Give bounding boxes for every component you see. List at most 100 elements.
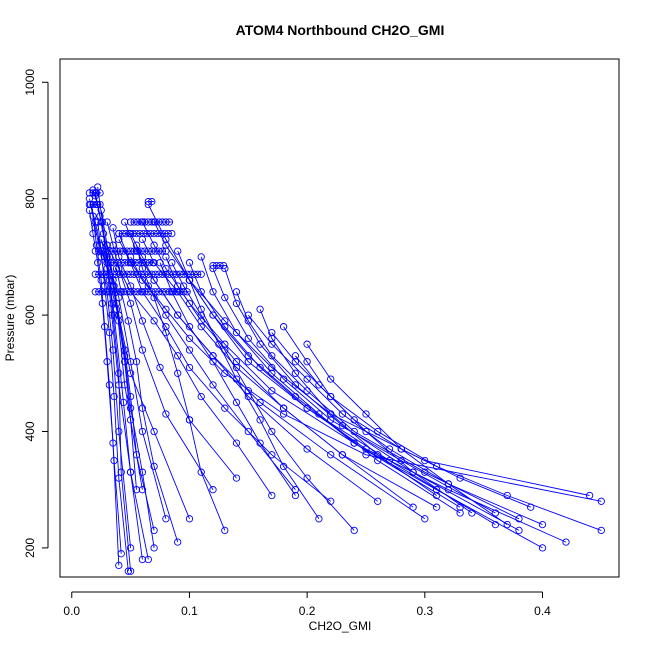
profile-series bbox=[89, 212, 125, 558]
data-point bbox=[256, 398, 264, 407]
data-point bbox=[98, 288, 107, 296]
data-point bbox=[197, 317, 205, 325]
level-run bbox=[85, 189, 104, 197]
data-point bbox=[421, 515, 429, 523]
data-point bbox=[122, 229, 130, 238]
data-point bbox=[132, 486, 141, 494]
level-run bbox=[85, 200, 104, 209]
data-point bbox=[89, 212, 97, 220]
data-point bbox=[291, 486, 300, 494]
data-point bbox=[123, 270, 131, 278]
data-point bbox=[141, 218, 149, 226]
data-point bbox=[126, 288, 135, 296]
data-point bbox=[105, 328, 114, 337]
data-point bbox=[597, 526, 605, 535]
data-point bbox=[244, 387, 252, 395]
data-point bbox=[268, 352, 276, 360]
data-point bbox=[185, 323, 194, 331]
data-point bbox=[141, 288, 149, 296]
data-point bbox=[197, 270, 205, 278]
data-point bbox=[144, 247, 152, 255]
data-point bbox=[527, 503, 535, 511]
data-point bbox=[197, 305, 205, 313]
data-point bbox=[125, 229, 134, 238]
data-point bbox=[123, 288, 131, 296]
data-point bbox=[96, 200, 104, 209]
data-point bbox=[256, 363, 264, 372]
data-point bbox=[190, 270, 198, 278]
profile-line bbox=[283, 326, 473, 514]
data-point bbox=[110, 456, 118, 465]
data-point bbox=[338, 410, 347, 418]
data-point bbox=[597, 497, 605, 505]
data-point bbox=[291, 369, 300, 377]
profile-series bbox=[185, 259, 570, 546]
data-point bbox=[126, 468, 135, 476]
data-point bbox=[303, 358, 311, 366]
data-point bbox=[138, 555, 147, 564]
profile-line bbox=[236, 291, 520, 520]
data-point bbox=[130, 288, 138, 296]
data-point bbox=[221, 526, 229, 535]
x-tick-label: 0.1 bbox=[181, 604, 198, 618]
data-point bbox=[350, 439, 358, 447]
data-point bbox=[244, 317, 252, 325]
data-point bbox=[116, 270, 124, 278]
profile-series bbox=[197, 253, 464, 517]
data-point bbox=[432, 486, 441, 494]
profile-line bbox=[306, 343, 508, 525]
data-point bbox=[185, 515, 194, 523]
data-point bbox=[115, 369, 123, 377]
data-point bbox=[165, 270, 174, 278]
data-point bbox=[109, 288, 117, 296]
data-point bbox=[268, 427, 276, 436]
data-point bbox=[138, 486, 147, 494]
data-point bbox=[279, 404, 288, 412]
profile-line bbox=[118, 239, 296, 490]
data-point bbox=[244, 358, 252, 366]
data-point bbox=[279, 375, 288, 383]
profile-series bbox=[244, 311, 547, 529]
data-point bbox=[162, 288, 170, 296]
data-point bbox=[197, 323, 205, 331]
data-point bbox=[129, 229, 137, 238]
data-point bbox=[150, 317, 158, 325]
data-point bbox=[515, 526, 523, 535]
data-point bbox=[503, 491, 511, 500]
data-point bbox=[119, 270, 128, 278]
data-point bbox=[115, 561, 123, 570]
data-point bbox=[150, 544, 158, 552]
x-tick-label: 0.0 bbox=[63, 604, 80, 618]
profile-series bbox=[103, 218, 217, 494]
data-point bbox=[110, 392, 118, 401]
data-point bbox=[185, 259, 194, 267]
data-point bbox=[89, 189, 97, 197]
data-point bbox=[103, 218, 111, 226]
data-point bbox=[126, 358, 135, 366]
data-point bbox=[151, 247, 159, 255]
data-point bbox=[148, 218, 156, 226]
data-point bbox=[124, 567, 132, 575]
data-point bbox=[268, 491, 276, 500]
data-point bbox=[135, 259, 143, 267]
data-point bbox=[162, 247, 170, 255]
x-axis: 0.0 0.1 0.2 0.3 0.4 bbox=[63, 591, 551, 618]
data-point bbox=[350, 416, 358, 424]
data-point bbox=[268, 334, 276, 343]
data-point bbox=[268, 328, 276, 337]
data-point bbox=[185, 334, 194, 343]
data-point bbox=[232, 288, 241, 296]
profile-line bbox=[189, 280, 320, 520]
data-point bbox=[112, 288, 121, 296]
data-point bbox=[268, 387, 276, 395]
data-point bbox=[102, 247, 110, 255]
data-point bbox=[109, 270, 117, 278]
data-point bbox=[149, 259, 157, 267]
data-point bbox=[121, 352, 129, 360]
data-point bbox=[179, 270, 188, 278]
data-point bbox=[155, 288, 163, 296]
data-point bbox=[151, 270, 159, 278]
data-point bbox=[126, 416, 135, 424]
data-point bbox=[179, 282, 188, 290]
